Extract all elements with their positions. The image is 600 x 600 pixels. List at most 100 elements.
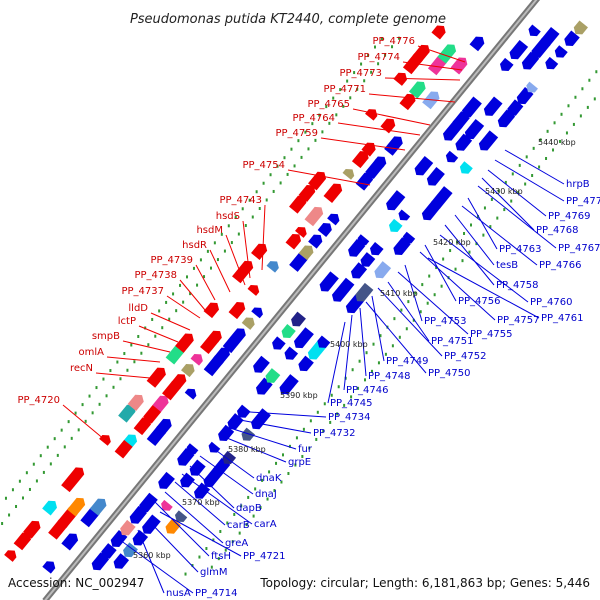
gc-dot xyxy=(318,113,321,117)
gc-dot xyxy=(84,419,87,423)
gc-dot xyxy=(567,104,570,108)
gene-label-blue: PP_4758 xyxy=(496,280,539,291)
gc-dot xyxy=(32,462,35,466)
gc-dot xyxy=(144,326,147,330)
gc-dot xyxy=(212,538,215,542)
gene-label-blue: PP_4761 xyxy=(541,313,584,324)
gc-dot xyxy=(39,454,42,458)
gene-label-red: PP_4739 xyxy=(150,255,193,266)
gc-dot xyxy=(358,359,361,363)
gc-dot xyxy=(524,182,527,186)
gene-label-red: hsdS xyxy=(216,211,240,222)
gc-dot xyxy=(470,223,473,227)
gene-label-blue: dnaJ xyxy=(255,489,277,500)
gene-feature xyxy=(445,150,459,163)
gene-label-blue: PP_4714 xyxy=(195,588,238,599)
gene-label-red: PP_4764 xyxy=(292,113,335,124)
gene-label-blue: PP_4750 xyxy=(428,368,471,379)
leader-line xyxy=(137,529,165,594)
gene-label-blue: PP_4756 xyxy=(458,296,501,307)
gene-label-blue: PP_4745 xyxy=(330,398,373,409)
gene-feature xyxy=(469,36,485,52)
gc-dot xyxy=(552,148,555,152)
gc-dot xyxy=(268,470,271,474)
gc-dot xyxy=(259,506,262,510)
gene-label-blue: carB xyxy=(227,520,250,531)
kbp-tick-label: 5380 kbp xyxy=(228,445,266,454)
leader-line xyxy=(387,281,430,342)
gc-dot xyxy=(539,138,542,142)
gene-feature xyxy=(281,324,296,338)
gene-feature xyxy=(266,261,279,273)
gene-feature xyxy=(113,553,130,569)
gc-dot xyxy=(175,309,178,313)
gc-dot xyxy=(483,206,486,210)
gene-feature xyxy=(209,330,222,343)
gene-feature xyxy=(554,45,568,58)
gc-dot xyxy=(337,385,340,389)
gc-dot xyxy=(511,172,514,176)
gc-dot xyxy=(81,403,84,407)
gc-dot xyxy=(168,317,171,321)
gene-label-red: PP_4776 xyxy=(372,36,415,47)
gc-dot xyxy=(70,436,73,440)
gene-feature xyxy=(304,206,324,227)
gene-feature xyxy=(298,355,314,372)
gene-feature xyxy=(499,57,514,71)
gene-feature xyxy=(42,561,56,574)
gc-dot xyxy=(265,198,268,202)
gene-feature xyxy=(341,277,355,291)
gc-dot xyxy=(192,266,195,270)
gene-label-red: PP_4759 xyxy=(275,128,318,139)
gc-dot xyxy=(60,428,63,432)
gc-dot xyxy=(440,284,443,288)
gc-dot xyxy=(588,78,591,82)
gene-feature xyxy=(573,20,588,35)
gc-dot xyxy=(504,180,507,184)
gene-feature xyxy=(158,471,175,489)
gene-label-blue: hrpB xyxy=(566,179,590,190)
gene-feature xyxy=(123,542,138,558)
gc-dot xyxy=(503,208,506,212)
gene-label-blue: PP_4767 xyxy=(558,243,600,254)
leader-line xyxy=(138,325,179,343)
gene-label-blue: PP_4748 xyxy=(368,371,411,382)
leader-line xyxy=(122,340,171,353)
gc-dot xyxy=(294,463,297,467)
gc-dot xyxy=(346,79,349,83)
gc-dot xyxy=(579,114,582,118)
gc-dot xyxy=(109,369,112,373)
gc-dot xyxy=(370,369,373,373)
leader-line xyxy=(359,307,367,377)
gene-feature xyxy=(355,282,374,302)
gene-feature xyxy=(236,404,251,418)
gene-label-red: lldD xyxy=(128,303,148,314)
leader-line xyxy=(189,465,235,509)
gc-dot xyxy=(63,445,66,449)
gene-label-blue: PP_4769 xyxy=(548,211,591,222)
gene-feature xyxy=(289,252,308,272)
gc-dot xyxy=(377,62,380,66)
backbone-highlight xyxy=(44,0,538,600)
gene-feature xyxy=(291,311,306,327)
gc-dot xyxy=(433,293,436,297)
gc-dot xyxy=(463,231,466,235)
gc-dot xyxy=(301,454,304,458)
gene-feature xyxy=(398,209,411,221)
gene-label-red: PP_4738 xyxy=(134,270,177,281)
gene-feature xyxy=(528,24,541,37)
gc-dot xyxy=(335,113,338,117)
gene-label-red: PP_4773 xyxy=(339,68,382,79)
gc-dot xyxy=(158,309,161,313)
leader-line xyxy=(154,501,210,557)
gc-dot xyxy=(35,479,38,483)
gc-dot xyxy=(461,259,464,263)
gc-dot xyxy=(316,410,319,414)
gc-dot xyxy=(286,172,289,176)
gc-dot xyxy=(189,292,192,296)
gene-label-red: PP_4737 xyxy=(121,286,164,297)
gene-feature xyxy=(203,302,220,319)
gc-dot xyxy=(297,139,300,143)
gc-dot xyxy=(21,496,24,500)
gc-dot xyxy=(428,274,431,278)
